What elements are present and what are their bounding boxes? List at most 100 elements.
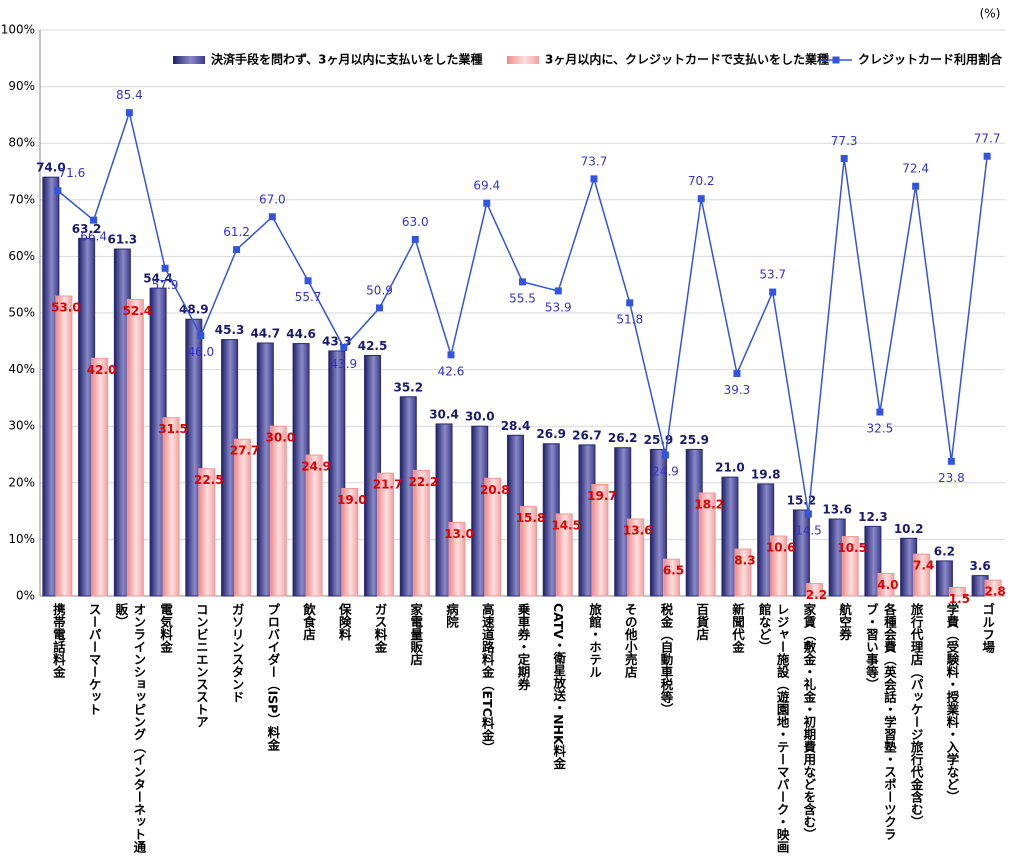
data-label: 50.9 [366, 283, 393, 297]
data-label: 61.2 [223, 225, 250, 239]
data-label: 14.5 [551, 518, 581, 532]
data-label: 13.6 [822, 503, 852, 517]
legend-label: 決済手段を問わず、3ヶ月以内に支払いをした業種 [211, 52, 483, 67]
data-label: 2.8 [984, 585, 1005, 599]
bar [591, 483, 609, 597]
data-label: 53.7 [759, 268, 786, 282]
marker [90, 216, 98, 224]
x-tick-label: 学費（受験料・授業料・入学など） [944, 603, 960, 803]
x-tick-label: 家賃（敷金・礼金・初期費用などを含む） [801, 603, 817, 841]
marker [197, 332, 205, 340]
data-label: 22.5 [194, 473, 224, 487]
bar [305, 454, 323, 597]
y-tick-label: 30% [8, 419, 35, 433]
x-tick-label: ガソリンスタンド [229, 603, 245, 703]
data-label: 63.2 [72, 222, 102, 236]
marker [54, 187, 62, 195]
legend-swatch [832, 56, 840, 64]
data-label: 27.7 [230, 444, 260, 458]
data-label: 66.4 [80, 230, 107, 244]
data-label: 3.6 [969, 559, 990, 573]
y-tick-label: 70% [8, 192, 35, 206]
data-label: 30.0 [266, 431, 296, 445]
data-label: 67.0 [259, 192, 286, 206]
bar [948, 587, 966, 597]
data-label: 72.4 [902, 162, 929, 176]
data-label: 39.3 [724, 383, 751, 397]
data-label: 26.2 [608, 431, 638, 445]
data-label: 77.3 [831, 134, 858, 148]
data-label: 44.6 [286, 327, 316, 341]
data-label: 19.8 [751, 467, 781, 481]
bar [448, 521, 466, 597]
data-label: 13.0 [444, 527, 474, 541]
data-label: 13.6 [623, 524, 653, 538]
data-label: 69.4 [473, 179, 500, 193]
bar [792, 509, 810, 597]
data-label: 51.8 [616, 312, 643, 326]
marker [411, 235, 419, 243]
bar [877, 572, 895, 597]
legend-swatch [173, 56, 205, 64]
x-tick-label: ガス料金 [372, 603, 388, 653]
x-tick-label: 高速道路料金（ETC料金） [479, 603, 495, 755]
bar [234, 438, 252, 597]
bar [935, 560, 953, 597]
data-label: 55.5 [509, 291, 536, 305]
x-tick-label: レジャー施設（遊園地・テーマパーク・映画館など） [756, 603, 790, 853]
marker [661, 451, 669, 459]
bar [162, 417, 180, 597]
data-label: 28.4 [501, 419, 531, 433]
data-label: 85.4 [116, 88, 143, 102]
data-label: 15.8 [516, 511, 546, 525]
data-label: 54.4 [143, 272, 173, 286]
data-label: 8.3 [734, 554, 755, 568]
bar [377, 472, 395, 597]
marker [947, 457, 955, 465]
bar [770, 535, 788, 597]
data-label: 24.9 [301, 460, 331, 474]
data-label: 48.9 [179, 303, 209, 317]
data-label: 55.7 [295, 290, 322, 304]
data-label: 46.0 [187, 345, 214, 359]
bar [698, 492, 716, 597]
data-label: 24.9 [652, 465, 679, 479]
x-tick-label: 家電量販店 [408, 603, 424, 666]
data-label: 42.0 [87, 363, 117, 377]
bar [484, 477, 502, 597]
data-label: 32.5 [867, 422, 894, 436]
marker [304, 277, 312, 285]
y-tick-label: 100% [1, 23, 35, 37]
x-tick-label: コンビニエンスストア [193, 603, 209, 728]
data-label: 22.2 [408, 475, 438, 489]
bar [841, 536, 859, 597]
data-label: 71.6 [59, 166, 86, 180]
bar [412, 469, 430, 597]
legend-label: クレジットカード利用割合 [858, 52, 1003, 67]
data-label: 14.5 [795, 523, 822, 537]
bar [913, 553, 931, 597]
x-tick-label: スーパーマーケット [86, 603, 102, 716]
y-tick-label: 60% [8, 249, 35, 263]
marker [876, 408, 884, 416]
marker [804, 510, 812, 518]
data-label: 26.7 [572, 428, 602, 442]
x-tick-label: その他小売店 [622, 603, 638, 678]
marker [340, 344, 348, 352]
data-label: 45.3 [215, 323, 245, 337]
data-label: 53.9 [545, 300, 572, 314]
data-label: 23.8 [938, 471, 965, 485]
data-label: 12.3 [858, 510, 888, 524]
data-label: 74.0 [36, 161, 66, 175]
data-label: 53.0 [51, 301, 81, 315]
data-label: 21.0 [715, 461, 745, 475]
marker [483, 199, 491, 207]
y-tick-label: 10% [8, 532, 35, 546]
x-tick-label: 電気料金 [158, 603, 174, 653]
data-label: 2.2 [806, 588, 827, 602]
data-label: 42.6 [438, 364, 465, 378]
legend-swatch [507, 56, 539, 64]
marker [912, 182, 920, 190]
